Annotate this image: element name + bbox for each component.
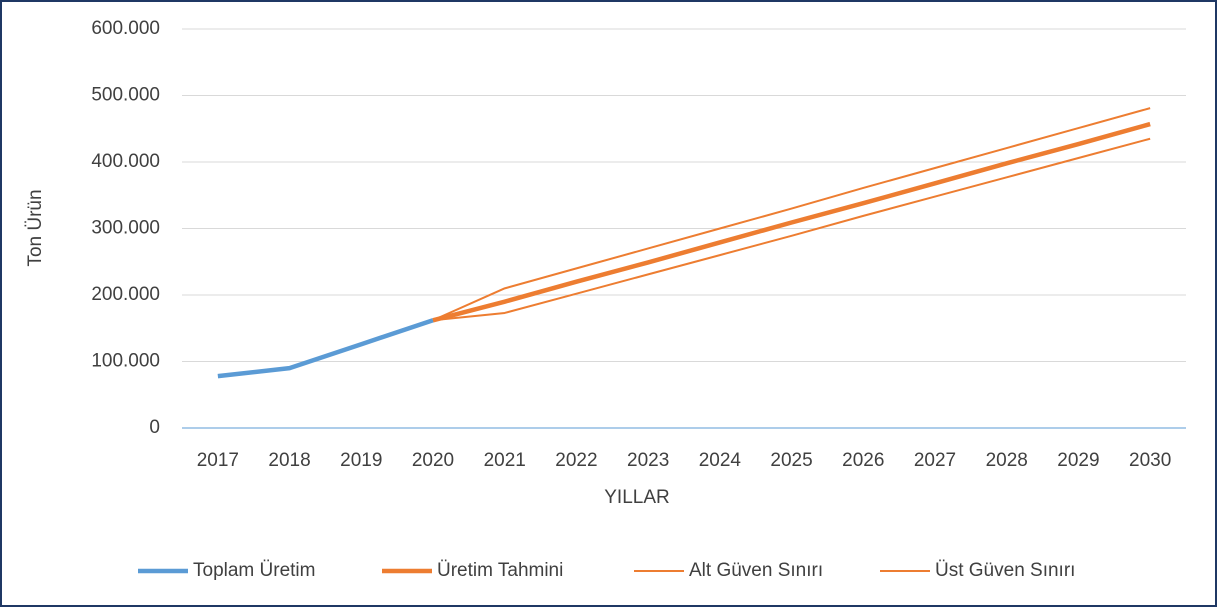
legend-label: Alt Güven Sınırı [689,560,823,581]
x-tick-label: 2025 [770,450,812,471]
series-line [432,121,1151,323]
x-axis-label: YILLAR [604,487,669,508]
x-tick-label: 2022 [555,450,597,471]
x-tick-label: 2019 [340,450,382,471]
y-tick-label: 300.000 [91,218,160,239]
y-tick-label: 400.000 [91,151,160,172]
y-tick-label: 100.000 [91,351,160,372]
series-line [217,318,434,379]
x-tick-label: 2018 [268,450,310,471]
y-tick-label: 200.000 [91,284,160,305]
x-tick-label: 2027 [914,450,956,471]
y-axis-label: Ton Ürün [25,189,46,266]
x-tick-label: 2021 [484,450,526,471]
x-tick-label: 2030 [1129,450,1171,471]
y-tick-label: 500.000 [91,85,160,106]
series-line [432,137,1151,322]
x-tick-label: 2029 [1057,450,1099,471]
legend-label: Üst Güven Sınırı [935,560,1075,581]
x-tick-label: 2028 [986,450,1028,471]
y-tick-label: 0 [149,417,160,438]
y-tick-label: 600.000 [91,18,160,39]
x-tick-label: 2026 [842,450,884,471]
series-line [432,107,1151,322]
legend-label: Üretim Tahmini [437,560,563,581]
x-tick-label: 2024 [699,450,742,471]
x-tick-label: 2023 [627,450,669,471]
legend-label: Toplam Üretim [193,560,315,581]
x-tick-label: 2017 [197,450,239,471]
x-tick-label: 2020 [412,450,454,471]
